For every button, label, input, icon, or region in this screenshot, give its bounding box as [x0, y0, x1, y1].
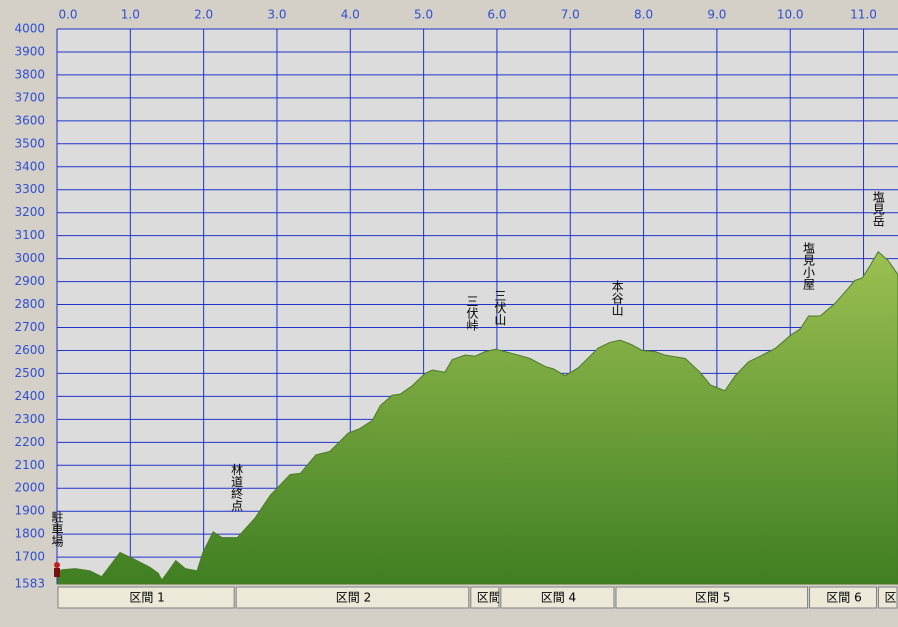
- y-tick-label: 1900: [14, 504, 45, 518]
- y-tick-label: 2200: [14, 435, 45, 449]
- landmark-label: 塩見岳: [871, 189, 885, 226]
- y-tick-label: 2800: [14, 297, 45, 311]
- section-label: 区間 2: [336, 591, 371, 605]
- x-tick-label: 7.0: [561, 8, 580, 22]
- x-tick-label: 0.0: [58, 8, 77, 22]
- section-clip: 区間 1: [129, 591, 164, 605]
- x-tick-label: 10.0: [777, 8, 804, 22]
- y-tick-label: 1583: [14, 577, 45, 591]
- x-tick-label: 5.0: [414, 8, 433, 22]
- section-label: 区間 1: [129, 591, 164, 605]
- y-tick-label: 2700: [14, 320, 45, 334]
- y-tick-label: 2400: [14, 389, 45, 403]
- section-label: 区間 4: [541, 591, 576, 605]
- section: [57, 586, 235, 609]
- x-tick-label: 2.0: [194, 8, 213, 22]
- section-clip: 区間 4: [541, 591, 576, 605]
- y-tick-label: 2000: [14, 481, 45, 495]
- x-tick-label: 11.0: [850, 8, 877, 22]
- section: [470, 586, 500, 609]
- section-label: 区: [884, 591, 896, 605]
- hiker-icon: [54, 568, 60, 577]
- landmark-label: 林道終点: [230, 463, 244, 511]
- section: [500, 586, 615, 609]
- section-label: 区間 5: [695, 591, 730, 605]
- y-tick-label: 3800: [14, 67, 45, 81]
- y-tick-label: 3300: [14, 182, 45, 196]
- y-tick-label: 2900: [14, 274, 45, 288]
- y-tick-label: 2100: [14, 458, 45, 472]
- y-tick-label: 4000: [14, 22, 45, 36]
- y-tick-label: 3700: [14, 90, 45, 104]
- y-tick-label: 2500: [14, 366, 45, 380]
- y-tick-label: 2600: [14, 343, 45, 357]
- y-tick-label: 1800: [14, 527, 45, 541]
- y-tick-label: 3900: [14, 44, 45, 58]
- y-tick-label: 1700: [14, 550, 45, 564]
- section-label: 区間 6: [826, 591, 861, 605]
- y-tick-label: 3200: [14, 205, 45, 219]
- x-tick-label: 1.0: [121, 8, 140, 22]
- elevation-area: [56, 250, 898, 585]
- landmark-label: 本谷山: [610, 279, 624, 315]
- y-tick-label: 3000: [14, 251, 45, 265]
- y-tick-label: 2300: [14, 412, 45, 426]
- section-clip: 区間 3: [477, 591, 512, 605]
- section: [809, 586, 877, 609]
- section-clip: 区: [884, 591, 896, 605]
- section-clip: 区間 2: [336, 591, 371, 605]
- landmark-label: 駐車場: [50, 510, 64, 548]
- section-label: 区間 3: [477, 591, 512, 605]
- y-tick-label: 3500: [14, 136, 45, 150]
- hiker-icon: [54, 562, 60, 568]
- y-tick-label: 3100: [14, 228, 45, 242]
- x-tick-label: 8.0: [634, 8, 653, 22]
- section-clip: 区間 6: [826, 591, 861, 605]
- y-tick-label: 3600: [14, 113, 45, 127]
- section-clip: 区間 5: [695, 591, 730, 605]
- section: [877, 586, 898, 609]
- x-tick-label: 9.0: [707, 8, 726, 22]
- y-tick-label: 3400: [14, 159, 45, 173]
- x-tick-label: 4.0: [341, 8, 360, 22]
- section: [235, 586, 470, 609]
- x-tick-label: 6.0: [487, 8, 506, 22]
- section: [615, 586, 809, 609]
- landmark-label: 三伏峠: [465, 295, 479, 331]
- x-tick-label: 3.0: [267, 8, 286, 22]
- landmark-label: 三伏山: [493, 289, 507, 325]
- landmark-label: 塩見小屋: [802, 241, 816, 291]
